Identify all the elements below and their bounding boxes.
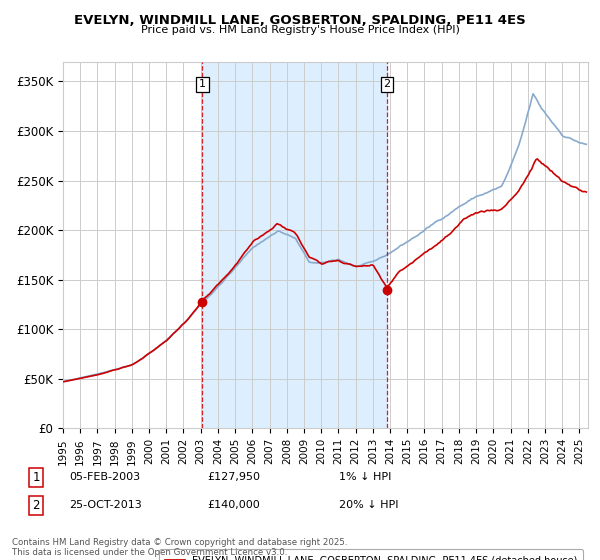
- Text: Price paid vs. HM Land Registry's House Price Index (HPI): Price paid vs. HM Land Registry's House …: [140, 25, 460, 35]
- Bar: [202, 62, 387, 428]
- Text: 2: 2: [383, 80, 391, 90]
- Text: 1% ↓ HPI: 1% ↓ HPI: [339, 472, 391, 482]
- Text: £127,950: £127,950: [207, 472, 260, 482]
- Legend: EVELYN, WINDMILL LANE, GOSBERTON, SPALDING, PE11 4ES (detached house), HPI: Aver: EVELYN, WINDMILL LANE, GOSBERTON, SPALDI…: [159, 549, 583, 560]
- Text: EVELYN, WINDMILL LANE, GOSBERTON, SPALDING, PE11 4ES: EVELYN, WINDMILL LANE, GOSBERTON, SPALDI…: [74, 14, 526, 27]
- Text: 05-FEB-2003: 05-FEB-2003: [69, 472, 140, 482]
- Text: 20% ↓ HPI: 20% ↓ HPI: [339, 500, 398, 510]
- Text: 25-OCT-2013: 25-OCT-2013: [69, 500, 142, 510]
- Text: 1: 1: [199, 80, 206, 90]
- Text: £140,000: £140,000: [207, 500, 260, 510]
- Text: Contains HM Land Registry data © Crown copyright and database right 2025.
This d: Contains HM Land Registry data © Crown c…: [12, 538, 347, 557]
- Text: 1: 1: [32, 470, 40, 484]
- Text: 2: 2: [32, 498, 40, 512]
